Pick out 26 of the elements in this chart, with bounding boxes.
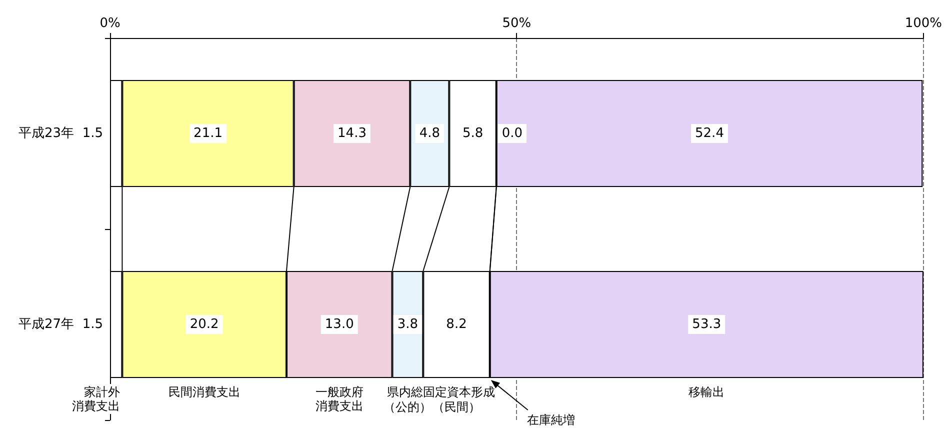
data-label: 52.4: [695, 126, 724, 141]
data-label: 5.8: [462, 126, 484, 141]
series-label: 家計外消費支出: [72, 384, 120, 413]
annotation: 県内総固定資本形成: [387, 384, 496, 399]
x-tick-label: 50%: [502, 16, 532, 31]
data-label: 8.2: [446, 317, 467, 332]
data-label: 4.8: [419, 126, 440, 141]
data-label: 1.5: [82, 126, 103, 141]
data-label: 20.2: [190, 317, 219, 332]
text: （公的）: [384, 400, 432, 414]
data-label: 53.3: [692, 317, 722, 332]
data-label: 14.3: [338, 126, 366, 141]
data-label: 1.5: [82, 317, 103, 332]
series-label: （民間）: [432, 400, 481, 414]
x-tick-label: 100%: [904, 16, 942, 31]
data-label: 13.0: [324, 317, 354, 332]
series-label: 民間消費支出: [168, 384, 240, 399]
series-label: 移輸出: [688, 384, 725, 399]
series-label: 一般政府消費支出: [315, 384, 364, 413]
data-label: 0.0: [502, 126, 523, 141]
data-label: 3.8: [397, 317, 418, 332]
y-tick-label: 平成23年: [18, 126, 74, 141]
x-tick-label: 0%: [100, 16, 120, 31]
text: 在庫純増: [526, 412, 575, 427]
data-label: 21.1: [194, 126, 222, 141]
y-tick-label: 平成27年: [18, 317, 74, 332]
